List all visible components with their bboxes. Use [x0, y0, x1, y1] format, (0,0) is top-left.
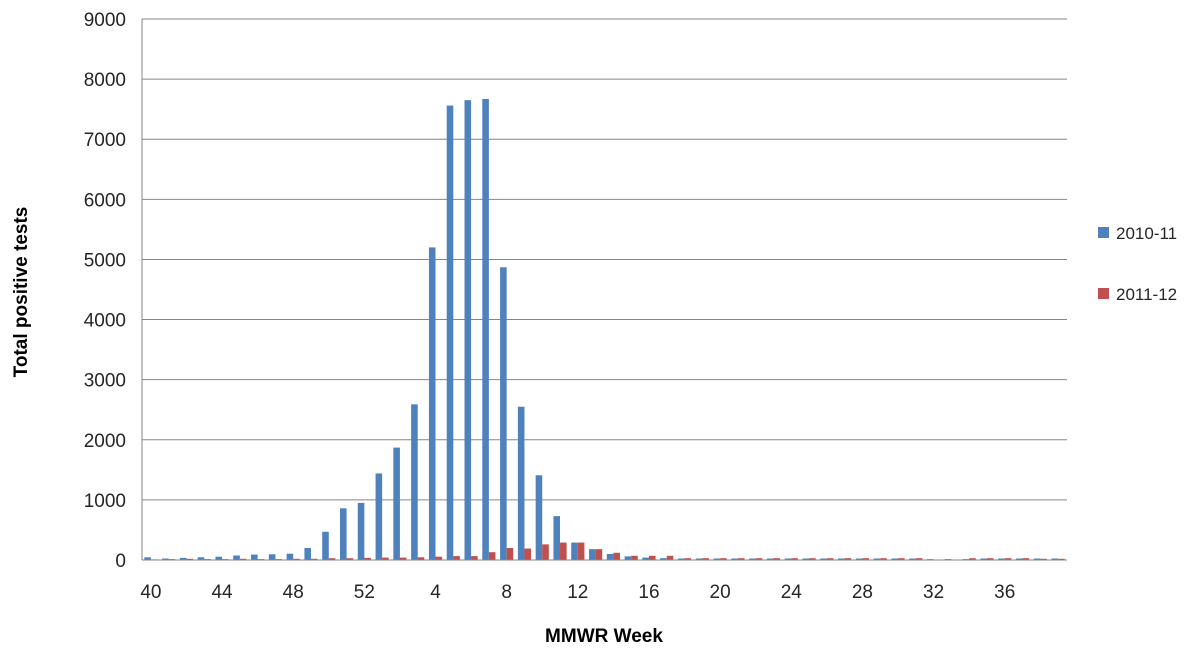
- y-tick-label: 7000: [84, 130, 126, 151]
- y-tick-label: 0: [115, 551, 126, 572]
- bar: [465, 100, 472, 560]
- bar: [667, 556, 674, 560]
- y-tick-label: 3000: [84, 371, 126, 392]
- bar: [429, 247, 436, 560]
- y-tick-label: 9000: [84, 10, 126, 31]
- bar: [571, 543, 578, 560]
- y-tick-label: 5000: [84, 250, 126, 271]
- bar: [251, 555, 258, 560]
- bar: [233, 555, 240, 560]
- bar: [340, 508, 347, 560]
- bar: [625, 556, 632, 560]
- bar: [471, 556, 478, 560]
- bars: [144, 99, 1064, 560]
- x-tick-label: 48: [283, 582, 304, 603]
- bar: [560, 543, 567, 560]
- x-tick-label: 44: [211, 582, 233, 603]
- legend-label: 2011-12: [1116, 285, 1177, 304]
- x-axis-title: MMWR Week: [545, 626, 663, 647]
- bar: [358, 503, 365, 560]
- series-2010-11: [144, 99, 1058, 560]
- axes: [142, 19, 1067, 560]
- bar: [507, 548, 514, 560]
- bar: [287, 554, 294, 560]
- bar: [322, 532, 329, 560]
- bar: [453, 556, 460, 560]
- x-tick-label: 32: [923, 582, 944, 603]
- x-tick-label: 36: [994, 582, 1015, 603]
- gridlines: [142, 19, 1067, 500]
- y-tick-labels: 0 1000 2000 3000 4000 5000 6000 7000 8000 9000: [84, 10, 126, 572]
- x-tick-label: 28: [852, 582, 873, 603]
- bar: [304, 548, 311, 560]
- x-tick-label: 8: [501, 582, 512, 603]
- bar: [447, 106, 454, 560]
- bar: [631, 556, 638, 560]
- bar: [411, 404, 418, 560]
- y-tick-label: 4000: [84, 311, 126, 332]
- bar: [489, 552, 496, 560]
- x-tick-label: 12: [567, 582, 588, 603]
- legend-swatch: [1098, 288, 1109, 299]
- bar: [269, 554, 276, 560]
- legend-swatch: [1098, 227, 1109, 238]
- x-tick-label: 40: [140, 582, 161, 603]
- bar: [553, 516, 560, 560]
- bar: [524, 549, 531, 560]
- bar: [596, 549, 603, 560]
- legend-label: 2010-11: [1116, 224, 1177, 243]
- bar: [376, 473, 383, 560]
- x-tick-label: 16: [638, 582, 659, 603]
- y-tick-label: 8000: [84, 70, 126, 91]
- y-axis-title: Total positive tests: [11, 207, 32, 378]
- bar: [482, 99, 489, 560]
- bar: [518, 407, 525, 560]
- y-tick-label: 1000: [84, 491, 126, 512]
- x-tick-label: 4: [430, 582, 441, 603]
- y-tick-label: 2000: [84, 431, 126, 452]
- x-tick-label: 52: [354, 582, 375, 603]
- bar: [607, 554, 614, 560]
- bar: [578, 543, 585, 560]
- legend: 2010-11 2011-12: [1098, 224, 1177, 304]
- bar: [500, 267, 507, 560]
- bar: [589, 549, 596, 560]
- bar: [542, 544, 549, 560]
- x-tick-label: 24: [781, 582, 803, 603]
- y-tick-label: 6000: [84, 190, 126, 211]
- bar: [649, 556, 656, 560]
- bar: [613, 553, 620, 560]
- x-tick-label: 20: [710, 582, 731, 603]
- bar: [536, 475, 543, 560]
- bar: [393, 448, 400, 560]
